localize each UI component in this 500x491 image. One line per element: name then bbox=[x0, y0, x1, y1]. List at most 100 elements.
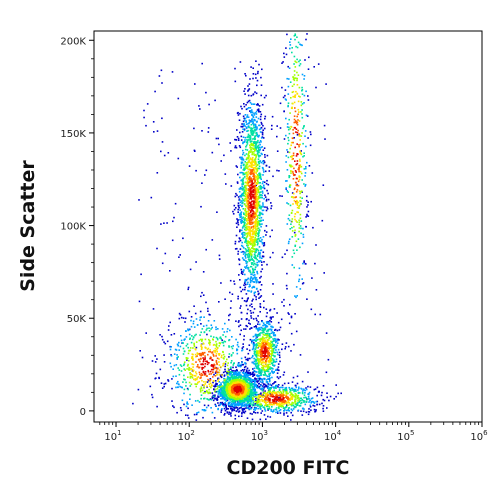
event-dot bbox=[264, 170, 267, 173]
event-dot bbox=[227, 388, 230, 390]
event-dot bbox=[257, 167, 260, 170]
event-dot bbox=[227, 387, 229, 389]
event-dot bbox=[275, 411, 277, 414]
event-dot bbox=[303, 408, 305, 410]
event-dot bbox=[247, 240, 249, 243]
event-dot bbox=[323, 124, 326, 127]
event-dot bbox=[255, 263, 257, 266]
event-dot bbox=[314, 388, 317, 390]
event-dot bbox=[251, 166, 254, 168]
event-dot bbox=[272, 391, 275, 394]
event-dot bbox=[282, 61, 284, 63]
event-dot bbox=[246, 312, 248, 315]
event-dot bbox=[257, 139, 259, 142]
event-dot bbox=[250, 103, 253, 105]
event-dot bbox=[239, 216, 241, 218]
event-dot bbox=[291, 236, 294, 238]
event-dot bbox=[155, 372, 158, 375]
event-dot bbox=[299, 196, 302, 199]
event-dot bbox=[257, 253, 259, 256]
event-dot bbox=[314, 410, 316, 413]
event-dot bbox=[229, 404, 232, 407]
event-dot bbox=[263, 334, 266, 336]
event-dot bbox=[256, 384, 259, 387]
event-dot bbox=[178, 341, 180, 344]
event-dot bbox=[260, 372, 263, 375]
event-dot bbox=[256, 386, 258, 389]
event-dot bbox=[258, 192, 261, 194]
event-dot bbox=[257, 242, 259, 245]
event-dot bbox=[283, 382, 286, 385]
event-dot bbox=[214, 390, 216, 393]
event-dot bbox=[282, 390, 285, 392]
event-dot bbox=[187, 403, 189, 405]
event-dot bbox=[277, 386, 279, 388]
event-dot bbox=[246, 171, 248, 174]
event-dot bbox=[236, 404, 238, 406]
event-dot bbox=[298, 219, 300, 222]
event-dot bbox=[269, 388, 272, 390]
event-dot bbox=[193, 305, 195, 307]
event-dot bbox=[304, 262, 307, 265]
event-dot bbox=[269, 366, 271, 368]
event-dot bbox=[251, 300, 253, 302]
event-dot bbox=[285, 409, 288, 412]
event-dot bbox=[259, 257, 261, 259]
event-dot bbox=[213, 395, 216, 398]
event-dot bbox=[211, 151, 214, 154]
event-dot bbox=[224, 340, 227, 343]
event-dot bbox=[301, 89, 303, 92]
event-dot bbox=[244, 195, 246, 198]
event-dot bbox=[256, 272, 259, 275]
event-dot bbox=[159, 334, 161, 336]
event-dot bbox=[264, 384, 267, 387]
event-dot bbox=[247, 244, 250, 246]
event-dot bbox=[264, 362, 267, 365]
event-dot bbox=[254, 91, 256, 93]
event-dot bbox=[292, 408, 295, 410]
event-dot bbox=[161, 117, 163, 120]
event-dot bbox=[325, 332, 328, 334]
event-dot bbox=[242, 142, 244, 145]
event-dot bbox=[232, 362, 235, 365]
event-dot bbox=[237, 111, 239, 114]
event-dot bbox=[314, 313, 316, 316]
event-dot bbox=[250, 120, 253, 123]
event-dot bbox=[255, 257, 257, 259]
event-dot bbox=[244, 396, 246, 398]
event-dot bbox=[259, 334, 261, 337]
event-dot bbox=[246, 375, 249, 377]
event-dot bbox=[262, 374, 265, 376]
event-dot bbox=[290, 404, 293, 407]
event-dot bbox=[271, 352, 274, 354]
event-dot bbox=[300, 227, 302, 230]
event-dot bbox=[197, 381, 199, 384]
event-dot bbox=[237, 114, 240, 116]
event-dot bbox=[252, 395, 255, 397]
event-dot bbox=[237, 403, 239, 405]
event-dot bbox=[224, 322, 226, 325]
event-dot bbox=[248, 172, 250, 175]
event-dot bbox=[290, 144, 292, 147]
event-dot bbox=[188, 350, 190, 352]
event-dot bbox=[291, 218, 294, 220]
event-dot bbox=[206, 348, 209, 351]
event-dot bbox=[244, 176, 246, 178]
event-dot bbox=[206, 398, 208, 400]
event-dot bbox=[254, 377, 256, 380]
event-dot bbox=[246, 203, 249, 205]
event-dot bbox=[199, 319, 201, 321]
event-dot bbox=[293, 199, 296, 202]
event-dot bbox=[299, 143, 301, 146]
event-dot bbox=[297, 402, 299, 404]
event-dot bbox=[241, 197, 244, 200]
event-dot bbox=[246, 126, 248, 128]
event-dot bbox=[242, 201, 244, 204]
event-dot bbox=[230, 361, 232, 364]
event-dot bbox=[241, 107, 243, 110]
event-dot bbox=[300, 153, 303, 156]
event-dot bbox=[264, 154, 266, 156]
event-dot bbox=[264, 404, 266, 407]
event-dot bbox=[260, 84, 263, 86]
event-dot bbox=[253, 411, 255, 413]
